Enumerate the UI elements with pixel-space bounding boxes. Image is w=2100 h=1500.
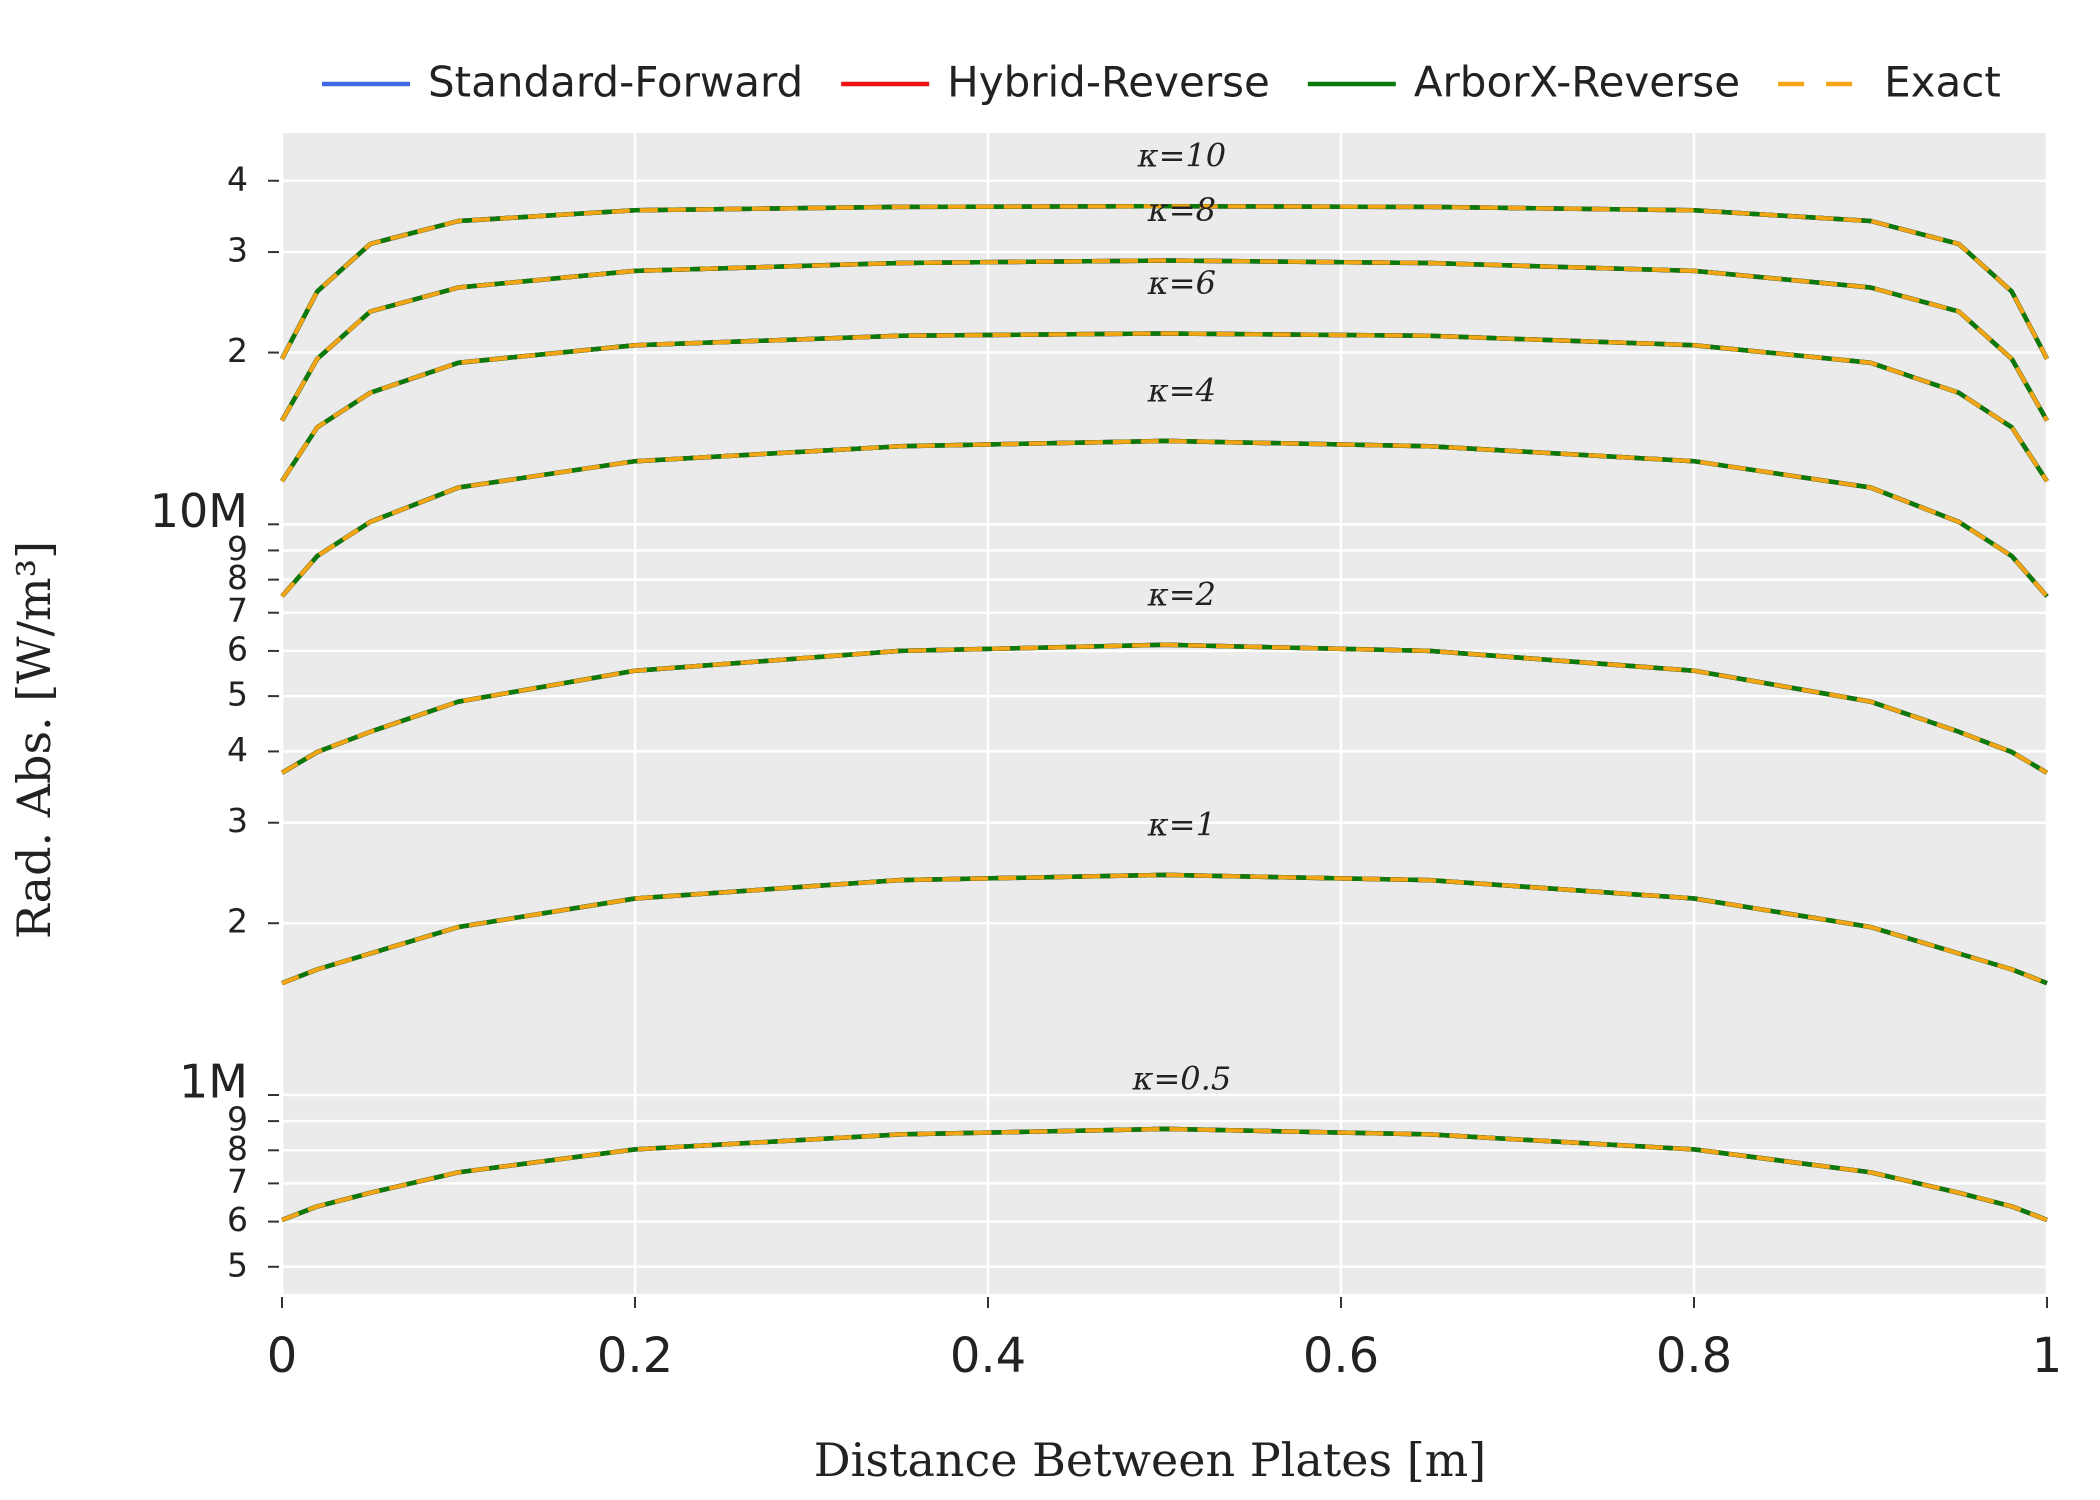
- x-tick-label: 1: [2032, 1328, 2063, 1384]
- x-tick-label: 0: [267, 1328, 298, 1384]
- legend-label: Exact: [1884, 58, 2001, 107]
- plot-area: [282, 133, 2047, 1294]
- y-tick-label: 9: [227, 1100, 248, 1139]
- legend-label: ArborX-Reverse: [1414, 58, 1740, 107]
- y-tick-label: 4: [227, 730, 248, 769]
- y-tick-label: 7: [227, 591, 248, 630]
- y-tick-label: 3: [227, 231, 248, 270]
- series-line: [280, 642, 2049, 775]
- x-tick-label: 0.4: [950, 1328, 1026, 1384]
- y-tick-label: 2: [227, 331, 248, 370]
- x-tick-label: 0.2: [597, 1328, 673, 1384]
- series-line: [280, 438, 2049, 598]
- x-tick-label: 0.8: [1656, 1328, 1732, 1384]
- x-axis-title: Distance Between Plates [m]: [814, 1433, 1486, 1487]
- series-line: [281, 872, 2048, 986]
- y-tick-label: 6: [227, 629, 248, 668]
- series-line: [280, 258, 2049, 422]
- curve-label: κ=4: [1147, 371, 1216, 409]
- y-tick-label: 4: [227, 159, 248, 198]
- y-tick-label: 1M: [179, 1054, 248, 1108]
- y-tick-label: 5: [227, 675, 248, 714]
- y-tick-label: 5: [227, 1245, 248, 1284]
- y-tick-label: 6: [227, 1200, 248, 1239]
- y-tick-label: 8: [227, 1129, 248, 1168]
- series-line: [280, 204, 2049, 360]
- series-line: [281, 1126, 2048, 1222]
- legend-label: Standard-Forward: [428, 58, 803, 107]
- curve-label: κ=6: [1147, 264, 1216, 302]
- curve-label: κ=1: [1147, 805, 1216, 843]
- y-tick-label: 9: [227, 529, 248, 568]
- x-tick-label: 0.6: [1303, 1328, 1379, 1384]
- y-tick-label: 3: [227, 801, 248, 840]
- y-tick-label: 8: [227, 558, 248, 597]
- curve-label: κ=2: [1147, 575, 1216, 613]
- curve-label: κ=10: [1137, 137, 1227, 175]
- curve-label: κ=8: [1147, 191, 1216, 229]
- curve-label: κ=0.5: [1132, 1059, 1232, 1097]
- y-tick-label: 7: [227, 1162, 248, 1201]
- y-tick-label: 2: [227, 902, 248, 941]
- y-tick-label: 10M: [150, 484, 248, 538]
- legend-label: Hybrid-Reverse: [947, 58, 1270, 107]
- series-line: [280, 331, 2049, 483]
- y-axis-title: Rad. Abs. [W/m³]: [7, 541, 61, 939]
